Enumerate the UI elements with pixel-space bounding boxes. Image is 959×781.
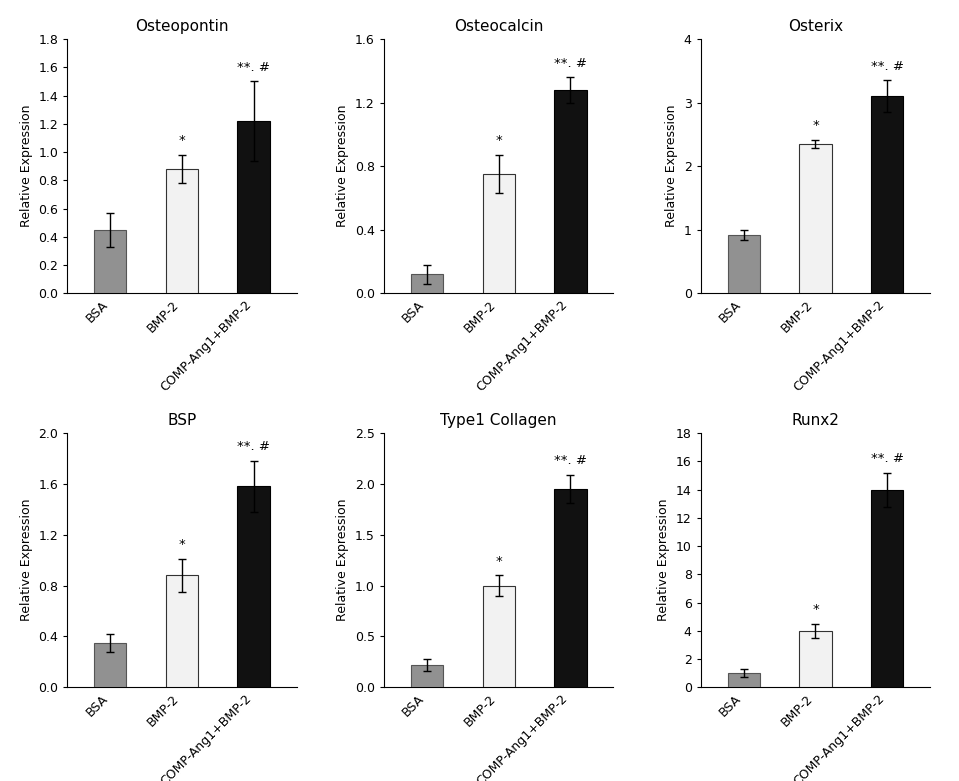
Y-axis label: Relative Expression: Relative Expression [657,499,670,622]
Text: **. #: **. # [871,452,903,465]
Bar [482,174,515,293]
Bar [554,90,587,293]
Text: *: * [812,119,819,133]
Bar [482,586,515,687]
Bar [554,489,587,687]
Y-axis label: Relative Expression: Relative Expression [337,499,349,622]
Y-axis label: Relative Expression: Relative Expression [666,105,678,227]
Bar [94,230,127,293]
Bar [728,673,760,687]
Text: *: * [812,603,819,616]
Bar [238,487,269,687]
Title: Type1 Collagen: Type1 Collagen [440,412,557,428]
Bar [166,169,199,293]
Text: **. #: **. # [554,454,587,467]
Bar [94,643,127,687]
Text: *: * [178,134,185,148]
Bar [166,576,199,687]
Y-axis label: Relative Expression: Relative Expression [19,499,33,622]
Title: Osteopontin: Osteopontin [135,19,228,34]
Bar [799,144,831,293]
Title: Osteocalcin: Osteocalcin [454,19,544,34]
Title: Osterix: Osterix [788,19,843,34]
Bar [871,490,903,687]
Bar [410,274,443,293]
Text: *: * [178,538,185,551]
Text: **. #: **. # [237,61,270,73]
Text: **. #: **. # [554,56,587,70]
Text: *: * [495,555,503,568]
Text: **. #: **. # [871,59,903,73]
Y-axis label: Relative Expression: Relative Expression [337,105,349,227]
Bar [728,235,760,293]
Bar [871,96,903,293]
Text: *: * [495,134,503,148]
Title: BSP: BSP [167,412,197,428]
Title: Runx2: Runx2 [791,412,839,428]
Text: **. #: **. # [237,440,270,454]
Bar [238,121,269,293]
Y-axis label: Relative Expression: Relative Expression [19,105,33,227]
Bar [410,665,443,687]
Bar [799,631,831,687]
